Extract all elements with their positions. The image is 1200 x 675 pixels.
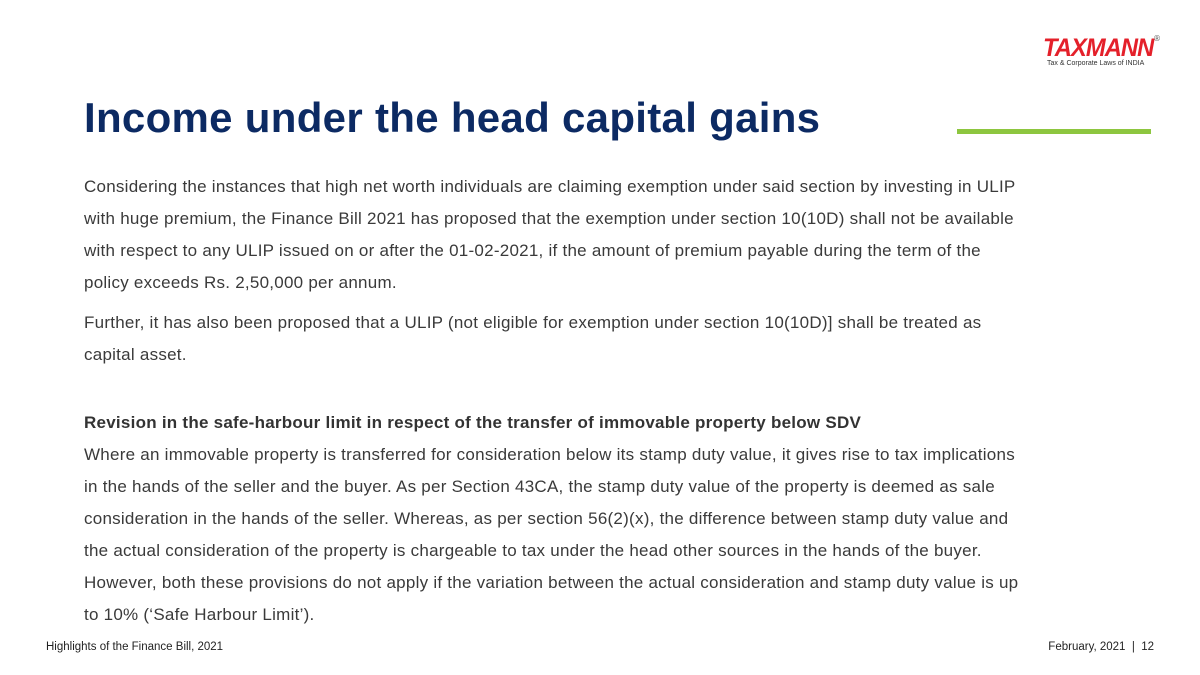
- accent-rule: [957, 129, 1151, 134]
- text-line: policy exceeds Rs. 2,50,000 per annum.: [84, 273, 397, 292]
- footer-document-title: Highlights of the Finance Bill, 2021: [46, 641, 224, 653]
- text-line: to 10% (‘Safe Harbour Limit’).: [84, 605, 315, 624]
- paragraph-safe-harbour: Where an immovable property is transferr…: [84, 442, 1164, 634]
- text-line: However, both these provisions do not ap…: [84, 573, 1019, 592]
- logo-tagline: Tax & Corporate Laws of INDIA: [1047, 60, 1145, 67]
- text-line: Further, it has also been proposed that …: [84, 313, 982, 332]
- page-title: Income under the head capital gains: [84, 94, 821, 141]
- text-line: with respect to any ULIP issued on or af…: [84, 241, 981, 260]
- text-line: the actual consideration of the property…: [84, 541, 982, 560]
- paragraph-ulip-capital-asset: Further, it has also been proposed that …: [84, 310, 1164, 374]
- taxmann-logo: TAXMANN ® Tax & Corporate Laws of INDIA: [1043, 34, 1163, 67]
- text-line: consideration in the hands of the seller…: [84, 509, 1009, 528]
- body-content: Considering the instances that high net …: [84, 174, 1164, 634]
- paragraph-ulip-exemption: Considering the instances that high net …: [84, 174, 1164, 302]
- text-line: with huge premium, the Finance Bill 2021…: [84, 209, 1014, 228]
- section-subheading: Revision in the safe-harbour limit in re…: [84, 413, 862, 432]
- text-line: in the hands of the seller and the buyer…: [84, 477, 995, 496]
- registered-mark: ®: [1153, 34, 1161, 43]
- footer-date-page: February, 2021 | 12: [1048, 641, 1154, 653]
- logo-wordmark: TAXMANN: [1043, 34, 1154, 62]
- text-line: Considering the instances that high net …: [84, 177, 1016, 196]
- text-line: Where an immovable property is transferr…: [84, 445, 1015, 464]
- text-line: capital asset.: [84, 345, 187, 364]
